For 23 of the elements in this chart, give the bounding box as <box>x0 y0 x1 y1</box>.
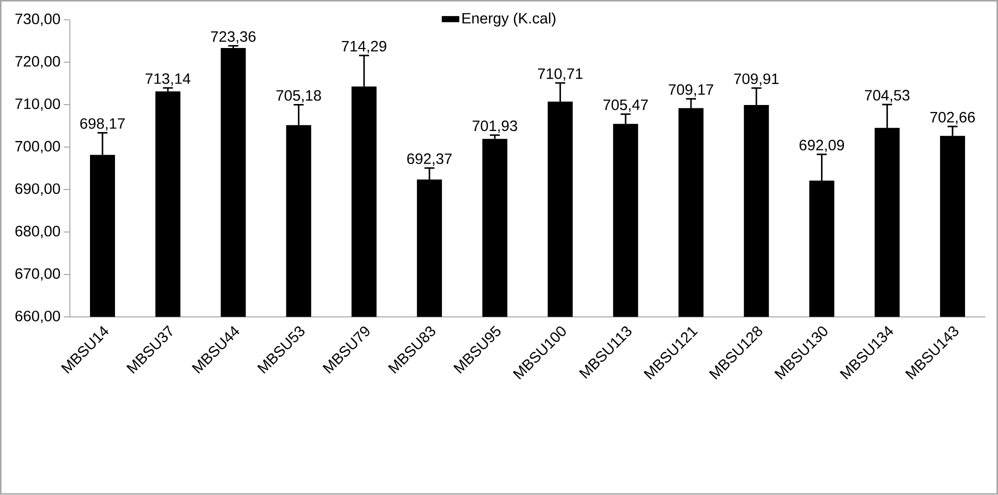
y-tick-label: 680,00 <box>15 226 60 238</box>
data-label: 709,17 <box>668 84 714 97</box>
data-label: 714,29 <box>342 40 386 54</box>
data-label: 705,47 <box>603 100 648 112</box>
legend-label: Energy (K.cal) <box>462 12 556 27</box>
data-label: 702,66 <box>930 112 975 124</box>
y-tick-label: 730,00 <box>15 14 60 26</box>
data-label: 705,18 <box>276 90 321 103</box>
y-tick-label: 690,00 <box>15 183 60 196</box>
data-label: 692,09 <box>800 140 844 152</box>
y-tick-label: 720,00 <box>15 56 60 69</box>
data-label: 723,36 <box>211 31 256 44</box>
data-label: 701,93 <box>472 120 518 134</box>
data-label: 709,91 <box>734 74 779 86</box>
data-label: 704,53 <box>864 90 910 102</box>
y-tick-label: 660,00 <box>15 310 60 324</box>
data-label: 713,14 <box>146 73 190 86</box>
data-label: 692,37 <box>407 154 452 166</box>
data-label: 698,17 <box>80 118 125 131</box>
y-tick-label: 700,00 <box>15 141 60 154</box>
y-tick-label: 670,00 <box>15 268 60 281</box>
y-tick-label: 710,00 <box>15 98 60 111</box>
data-label: 710,71 <box>538 68 582 81</box>
